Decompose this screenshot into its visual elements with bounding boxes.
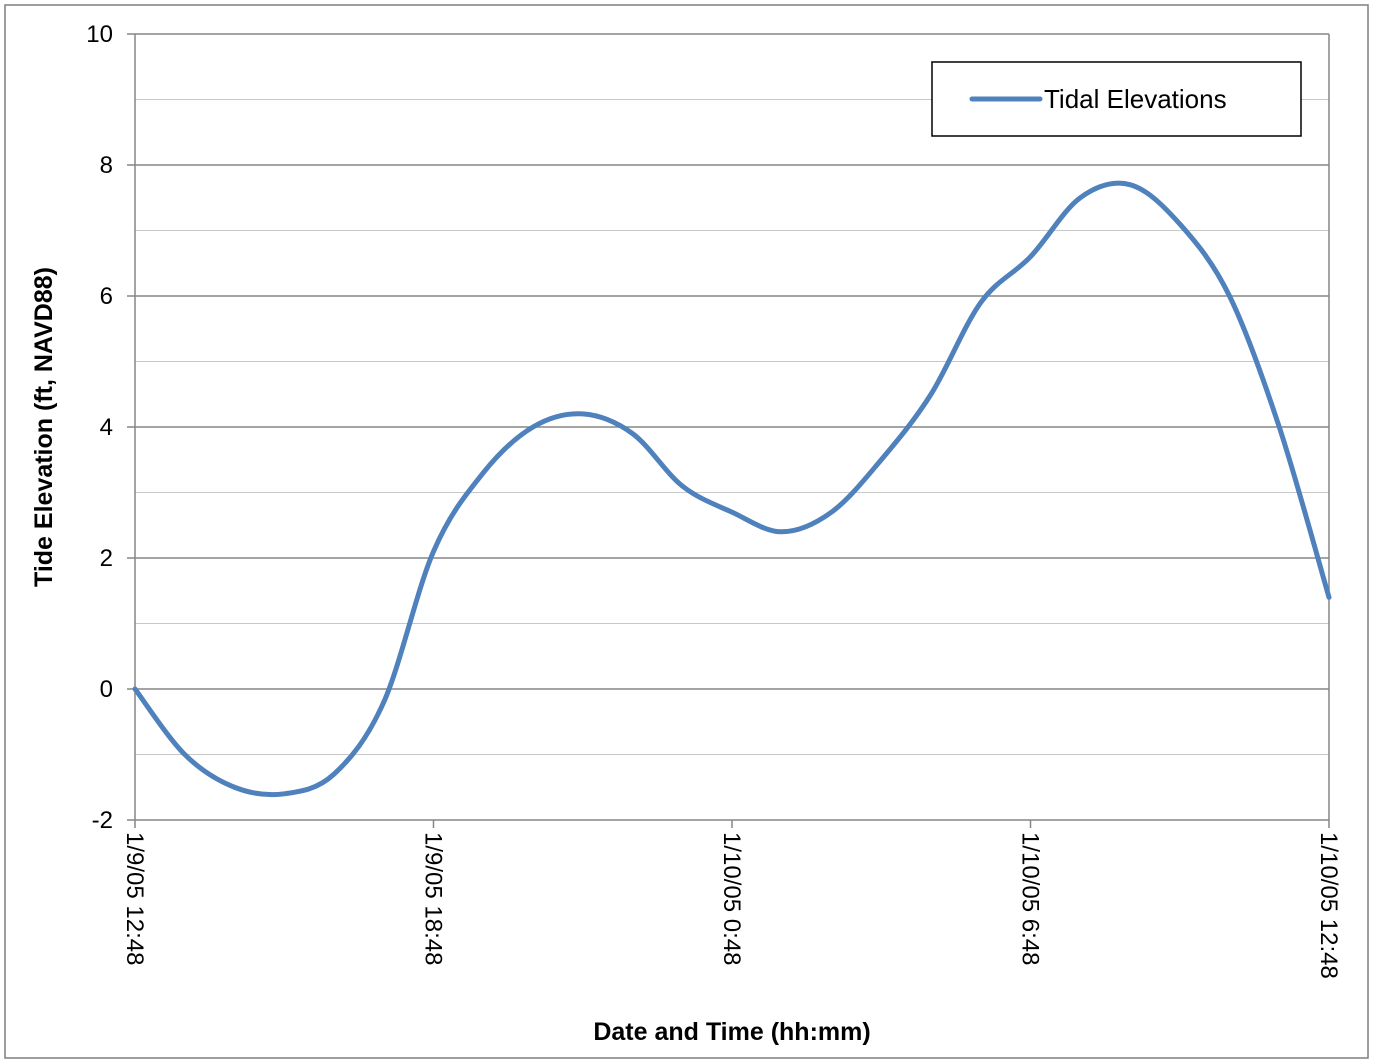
y-axis-ticks: 10 8 6 4 2 0 -2 [86, 21, 135, 834]
x-tick-label: 1/10/05 6:48 [1017, 832, 1044, 965]
series-line-tidal-elevations [132, 180, 1332, 798]
legend-label: Tidal Elevations [1044, 84, 1227, 114]
y-tick-label: -2 [92, 807, 113, 834]
x-tick-label: 1/9/05 12:48 [121, 832, 148, 965]
x-axis-ticks: 1/9/05 12:48 1/9/05 18:48 1/10/05 0:48 1/10… [121, 820, 1342, 979]
grid [135, 33, 1329, 755]
x-tick-label: 1/10/05 0:48 [718, 832, 745, 965]
x-tick-label: 1/10/05 12:48 [1315, 832, 1342, 979]
y-tick-label: 10 [86, 21, 113, 48]
y-axis-title: Tide Elevation (ft, NAVD88) [30, 267, 58, 587]
x-axis-title: Date and Time (hh:mm) [593, 1018, 870, 1046]
y-tick-label: 8 [100, 152, 113, 179]
y-tick-label: 4 [100, 414, 113, 441]
chart-frame [4, 4, 1369, 1059]
y-tick-label: 2 [100, 545, 113, 572]
y-tick-label: 0 [100, 676, 113, 703]
legend: Tidal Elevations [931, 61, 1302, 137]
y-tick-label: 6 [100, 283, 113, 310]
x-tick-label: 1/9/05 18:48 [420, 832, 447, 965]
